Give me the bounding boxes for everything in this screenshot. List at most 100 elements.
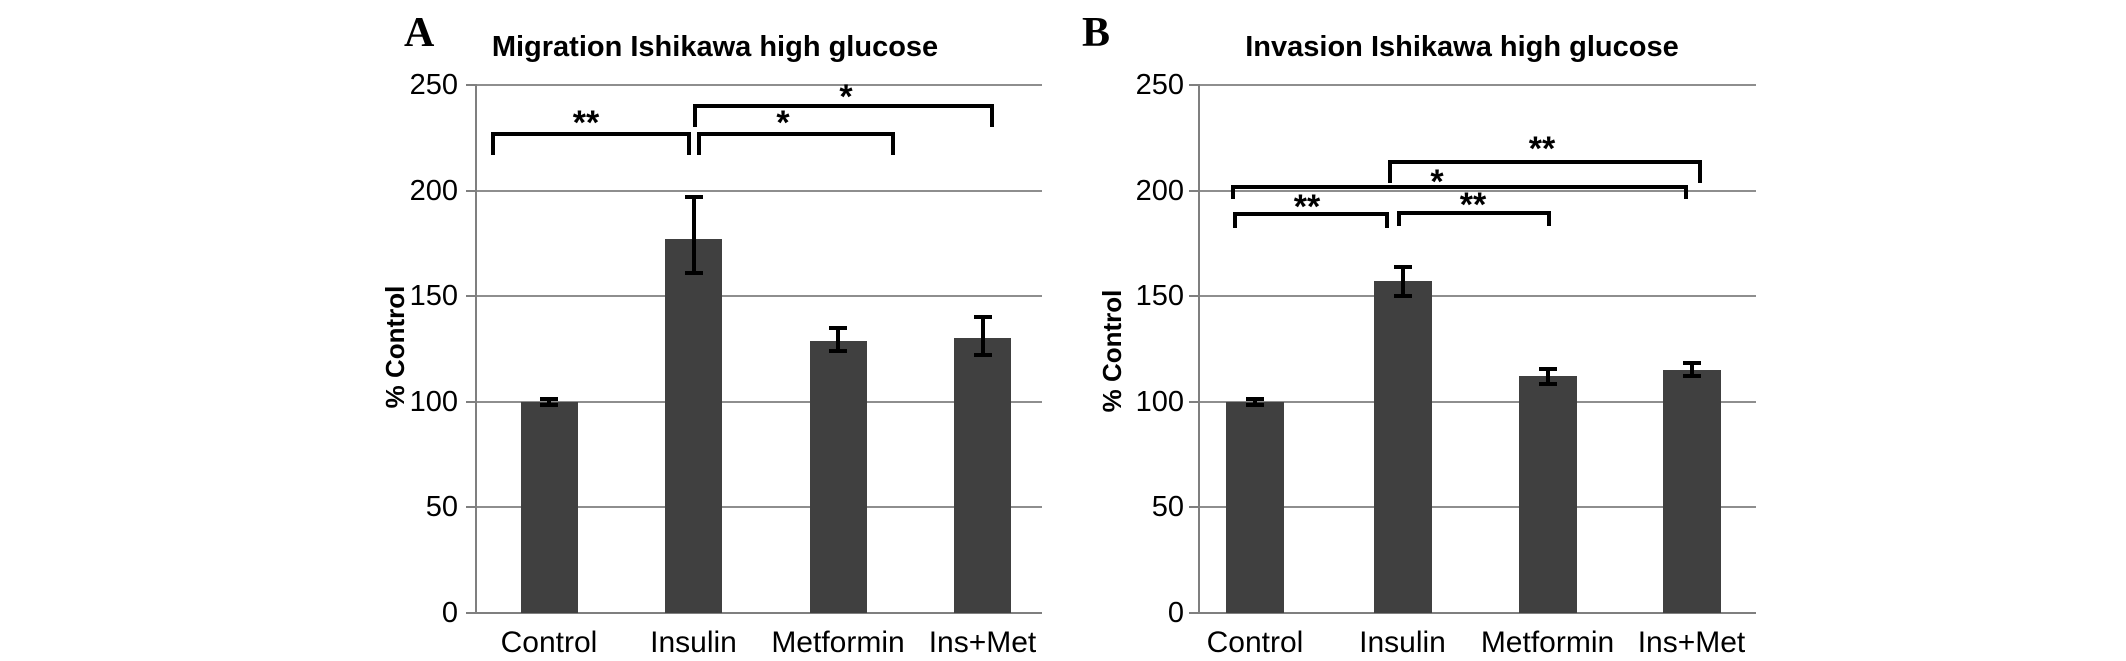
y-tick-mark-0 bbox=[1189, 612, 1200, 614]
sig-bracket-leg-left-4 bbox=[1388, 160, 1392, 183]
bar-metformin bbox=[1518, 376, 1577, 613]
error-bar-cap-bottom-insulin bbox=[1393, 294, 1412, 299]
error-bar-cap-top-metformin bbox=[1538, 367, 1557, 372]
sig-bracket-3 bbox=[1231, 185, 1688, 189]
y-tick-label-100: 100 bbox=[409, 385, 458, 418]
x-axis-line bbox=[475, 612, 1042, 614]
category-label-control: Control bbox=[500, 626, 598, 659]
bar-insulin bbox=[1373, 281, 1432, 613]
error-bar-cap-bottom-control bbox=[540, 402, 558, 407]
y-tick-mark-200 bbox=[466, 189, 477, 192]
y-tick-mark-100 bbox=[1189, 400, 1200, 403]
error-bar-ins-met bbox=[980, 317, 985, 356]
sig-bracket-1 bbox=[491, 132, 691, 136]
sig-bracket-2 bbox=[1397, 211, 1551, 215]
error-bar-control bbox=[547, 398, 551, 405]
bar-ins-met bbox=[1662, 370, 1721, 613]
chart-title-a: Migration Ishikawa high glucose bbox=[491, 31, 939, 63]
sig-bracket-leg-left-3 bbox=[693, 104, 697, 127]
y-tick-label-150: 150 bbox=[1135, 280, 1184, 313]
gridline-50 bbox=[1200, 506, 1756, 509]
sig-bracket-leg-right-3 bbox=[990, 104, 994, 127]
gridline-50 bbox=[477, 506, 1042, 509]
error-bar-cap-top-metformin bbox=[829, 325, 847, 330]
sig-bracket-leg-left-2 bbox=[697, 132, 701, 155]
sig-bracket-leg-right-3 bbox=[1684, 185, 1688, 199]
error-bar-metformin bbox=[836, 327, 840, 352]
sig-bracket-leg-left-2 bbox=[1397, 211, 1401, 226]
error-bar-cap-top-insulin bbox=[684, 194, 703, 199]
category-label-insulin: Insulin bbox=[650, 626, 737, 659]
y-tick-label-200: 200 bbox=[409, 174, 458, 207]
category-label-metformin: Metformin bbox=[1480, 626, 1615, 659]
y-tick-label-0: 0 bbox=[441, 597, 458, 629]
y-tick-mark-150 bbox=[1189, 295, 1200, 298]
y-tick-label-250: 250 bbox=[409, 69, 458, 101]
y-axis-line bbox=[1198, 84, 1200, 613]
gridline-100 bbox=[477, 400, 1042, 403]
bar-control bbox=[1226, 401, 1284, 613]
sig-label-2: ** bbox=[1459, 186, 1487, 224]
bar-metformin bbox=[809, 340, 867, 613]
error-bar-cap-bottom-metformin bbox=[1538, 381, 1557, 386]
y-tick-label-50: 50 bbox=[1151, 491, 1184, 524]
y-axis-line bbox=[475, 84, 477, 613]
panel-label-a: A bbox=[404, 10, 435, 56]
error-bar-cap-top-ins-met bbox=[973, 315, 992, 320]
sig-bracket-leg-left-3 bbox=[1231, 185, 1235, 199]
y-tick-label-200: 200 bbox=[1135, 174, 1184, 207]
y-tick-mark-100 bbox=[466, 400, 477, 403]
y-tick-mark-250 bbox=[1189, 84, 1200, 86]
error-bar-cap-top-ins-met bbox=[1682, 360, 1701, 365]
sig-bracket-4 bbox=[1388, 160, 1702, 164]
chart-title-b: Invasion Ishikawa high glucose bbox=[1245, 31, 1679, 63]
sig-label-1: ** bbox=[572, 104, 600, 142]
sig-bracket-1 bbox=[1233, 212, 1389, 216]
sig-bracket-leg-left-1 bbox=[1233, 212, 1237, 228]
category-label-control: Control bbox=[1206, 626, 1304, 659]
sig-label-1: ** bbox=[1293, 188, 1321, 226]
error-bar-cap-top-insulin bbox=[1393, 264, 1412, 269]
y-tick-mark-50 bbox=[466, 506, 477, 509]
y-tick-mark-250 bbox=[466, 84, 477, 86]
error-bar-control bbox=[1253, 398, 1257, 405]
y-tick-mark-50 bbox=[1189, 506, 1200, 509]
bar-ins-met bbox=[954, 338, 1011, 613]
error-bar-metformin bbox=[1545, 369, 1550, 384]
sig-bracket-leg-left-1 bbox=[491, 132, 495, 155]
y-tick-label-150: 150 bbox=[409, 280, 458, 313]
gridline-150 bbox=[1200, 295, 1756, 298]
error-bar-cap-bottom-insulin bbox=[684, 270, 703, 275]
sig-label-3: * bbox=[1430, 163, 1444, 201]
sig-bracket-leg-right-2 bbox=[891, 132, 895, 155]
y-tick-mark-200 bbox=[1189, 189, 1200, 192]
error-bar-ins-met bbox=[1689, 362, 1694, 377]
y-tick-label-100: 100 bbox=[1135, 385, 1184, 418]
gridline-200 bbox=[477, 189, 1042, 192]
error-bar-insulin bbox=[1400, 266, 1405, 297]
sig-label-3: * bbox=[839, 78, 853, 116]
bar-insulin bbox=[665, 239, 722, 613]
error-bar-cap-bottom-metformin bbox=[829, 349, 847, 354]
category-label-ins-met: Ins+Met bbox=[928, 626, 1037, 659]
error-bar-cap-bottom-ins-met bbox=[973, 353, 992, 358]
error-bar-cap-top-control bbox=[540, 396, 558, 401]
y-tick-mark-150 bbox=[466, 295, 477, 298]
gridline-150 bbox=[477, 295, 1042, 298]
sig-bracket-leg-right-4 bbox=[1698, 160, 1702, 183]
sig-bracket-leg-right-1 bbox=[1385, 212, 1389, 228]
error-bar-cap-bottom-control bbox=[1246, 402, 1264, 407]
y-tick-label-50: 50 bbox=[425, 491, 458, 524]
error-bar-cap-top-control bbox=[1246, 396, 1264, 401]
x-axis-line bbox=[1198, 612, 1756, 614]
category-label-ins-met: Ins+Met bbox=[1637, 626, 1746, 659]
gridline-250 bbox=[477, 84, 1042, 86]
y-tick-mark-0 bbox=[466, 612, 477, 614]
sig-bracket-leg-right-1 bbox=[687, 132, 691, 155]
y-tick-label-250: 250 bbox=[1135, 69, 1184, 101]
gridline-200 bbox=[1200, 189, 1756, 192]
sig-bracket-2 bbox=[697, 132, 895, 136]
